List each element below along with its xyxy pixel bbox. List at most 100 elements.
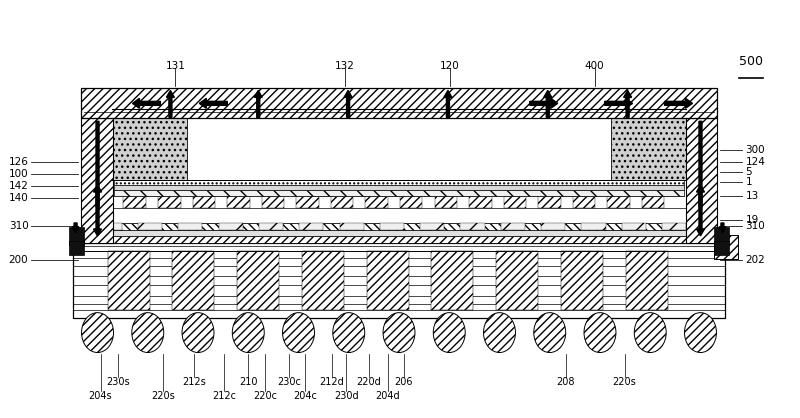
Bar [98, 223, 122, 230]
Ellipse shape [534, 313, 566, 352]
Bar [366, 196, 388, 208]
Text: 220c: 220c [254, 391, 278, 401]
Ellipse shape [232, 313, 264, 352]
Text: 230s: 230s [106, 377, 130, 387]
Ellipse shape [434, 313, 466, 352]
Bar [85, 223, 714, 230]
FancyArrow shape [697, 185, 705, 207]
Ellipse shape [333, 313, 365, 352]
Bar [237, 251, 279, 310]
Bar [420, 223, 444, 230]
Text: 204s: 204s [89, 391, 112, 401]
Bar [686, 118, 718, 243]
Bar [538, 196, 561, 208]
Bar [582, 223, 606, 230]
Bar [69, 227, 83, 245]
Bar [178, 223, 202, 230]
Bar [626, 251, 668, 310]
Bar [85, 208, 714, 223]
Bar [302, 251, 344, 310]
Text: 120: 120 [440, 61, 460, 71]
Text: 212d: 212d [320, 377, 345, 387]
Bar [714, 235, 738, 259]
Text: 500: 500 [739, 56, 763, 69]
Bar [114, 185, 683, 190]
Text: 310: 310 [9, 221, 29, 231]
Bar [331, 196, 354, 208]
Bar [714, 241, 730, 255]
FancyArrow shape [254, 90, 262, 117]
Text: 220s: 220s [613, 377, 637, 387]
Text: 19: 19 [746, 215, 758, 225]
Bar [187, 118, 610, 180]
Bar [561, 251, 603, 310]
FancyArrow shape [94, 185, 102, 207]
Text: 140: 140 [9, 193, 29, 203]
Ellipse shape [634, 313, 666, 352]
Text: 310: 310 [746, 221, 765, 231]
Bar [380, 223, 404, 230]
Bar [469, 196, 491, 208]
Text: 142: 142 [9, 181, 29, 191]
Text: 124: 124 [746, 157, 766, 167]
Ellipse shape [82, 313, 114, 352]
Bar [496, 251, 538, 310]
Bar [123, 196, 146, 208]
Bar [227, 196, 250, 208]
FancyArrow shape [624, 90, 631, 117]
Text: 300: 300 [746, 145, 765, 155]
Bar [622, 223, 646, 230]
Bar [299, 223, 323, 230]
Bar [85, 230, 714, 236]
FancyArrow shape [166, 90, 174, 117]
Bar [218, 223, 242, 230]
Bar [81, 118, 113, 243]
Ellipse shape [483, 313, 515, 352]
Text: 212s: 212s [182, 377, 206, 387]
Ellipse shape [282, 313, 314, 352]
Text: 220d: 220d [357, 377, 382, 387]
Bar [113, 118, 686, 180]
Bar [607, 196, 630, 208]
Bar [714, 227, 730, 245]
Bar [504, 196, 526, 208]
Bar [434, 196, 457, 208]
Text: 131: 131 [166, 61, 186, 71]
Bar [107, 251, 150, 310]
Text: 220s: 220s [151, 391, 175, 401]
Text: 132: 132 [335, 61, 355, 71]
Bar [113, 118, 187, 180]
FancyArrow shape [605, 98, 633, 108]
Bar [81, 88, 718, 118]
Bar [73, 243, 726, 318]
FancyArrow shape [530, 98, 558, 108]
Bar [541, 223, 566, 230]
FancyArrow shape [444, 90, 452, 117]
Text: 400: 400 [585, 61, 605, 71]
Bar [114, 180, 683, 185]
Text: 13: 13 [746, 191, 758, 201]
FancyArrow shape [544, 90, 552, 117]
Ellipse shape [685, 313, 717, 352]
Text: 200: 200 [9, 255, 28, 265]
Bar [662, 223, 686, 230]
Text: 208: 208 [557, 377, 575, 387]
Bar [158, 196, 181, 208]
Text: 230c: 230c [278, 377, 301, 387]
Text: 206: 206 [394, 377, 414, 387]
Text: 5: 5 [746, 167, 752, 177]
FancyArrow shape [697, 121, 705, 236]
Text: 202: 202 [746, 255, 765, 265]
FancyArrow shape [665, 98, 693, 108]
Bar [262, 196, 284, 208]
Text: 210: 210 [239, 377, 258, 387]
Bar [114, 190, 683, 196]
FancyArrow shape [199, 98, 227, 108]
Text: 100: 100 [9, 169, 28, 179]
Bar [610, 118, 686, 180]
Bar [172, 251, 214, 310]
Bar [461, 223, 485, 230]
Bar [431, 251, 474, 310]
Bar [193, 196, 215, 208]
Ellipse shape [584, 313, 616, 352]
